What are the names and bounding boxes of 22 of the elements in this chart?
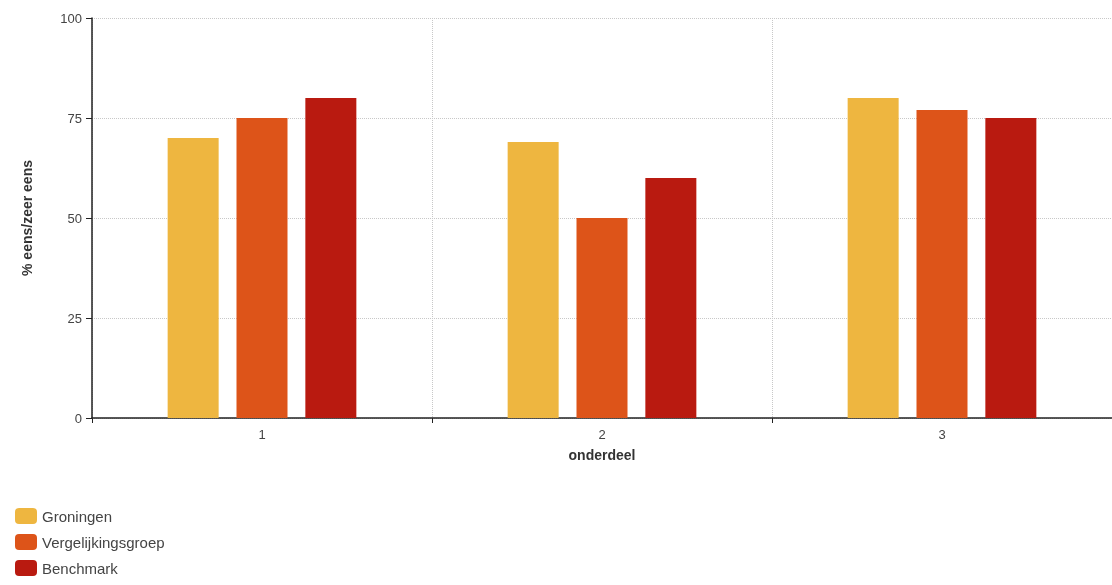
legend-label: Groningen bbox=[42, 507, 113, 525]
y-axis-title: % eens/zeer eens bbox=[19, 159, 35, 276]
x-tick-label: 2 bbox=[598, 427, 606, 442]
bar bbox=[847, 98, 899, 418]
bar bbox=[985, 118, 1037, 418]
y-tick-label: 25 bbox=[67, 310, 82, 326]
y-tick-label: 50 bbox=[67, 210, 82, 226]
y-tick-label: 100 bbox=[60, 10, 82, 26]
x-tick-label: 1 bbox=[258, 427, 266, 442]
bar bbox=[645, 178, 697, 418]
bar bbox=[236, 118, 288, 418]
bar bbox=[167, 138, 219, 418]
y-tick-label: 0 bbox=[74, 410, 82, 426]
x-axis-title: onderdeel bbox=[568, 447, 636, 463]
bar bbox=[305, 98, 357, 418]
bar bbox=[507, 142, 559, 418]
y-tick-label: 75 bbox=[67, 110, 82, 126]
bar bbox=[916, 110, 968, 418]
legend-label: Vergelijkingsgroep bbox=[42, 533, 165, 551]
legend-label: Benchmark bbox=[42, 559, 119, 577]
bar bbox=[576, 218, 628, 418]
x-tick-label: 3 bbox=[938, 427, 946, 442]
